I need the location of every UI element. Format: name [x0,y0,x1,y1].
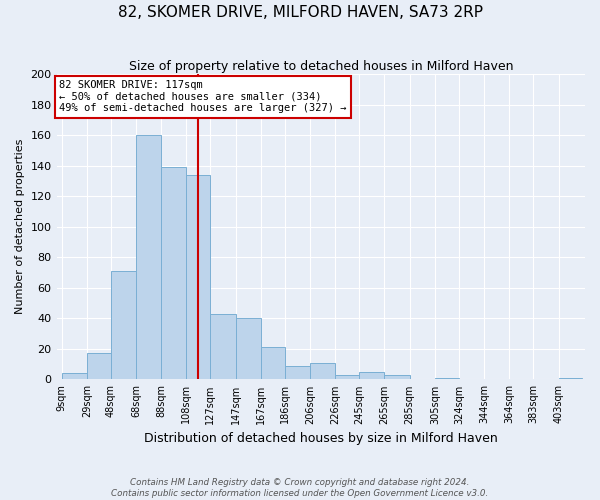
Text: Contains HM Land Registry data © Crown copyright and database right 2024.
Contai: Contains HM Land Registry data © Crown c… [112,478,488,498]
Bar [435,378,459,380]
Bar [261,348,285,380]
Bar [211,314,236,380]
Bar [285,366,310,380]
Bar [111,271,136,380]
Bar [236,318,261,380]
Bar [62,374,87,380]
Y-axis label: Number of detached properties: Number of detached properties [15,139,25,314]
Bar [385,375,410,380]
Bar [161,168,187,380]
Bar [136,135,161,380]
Bar [187,175,211,380]
Text: 82 SKOMER DRIVE: 117sqm
← 50% of detached houses are smaller (334)
49% of semi-d: 82 SKOMER DRIVE: 117sqm ← 50% of detache… [59,80,347,114]
Bar [359,372,385,380]
Bar [559,378,583,380]
Bar [335,375,359,380]
Bar [87,354,111,380]
Text: 82, SKOMER DRIVE, MILFORD HAVEN, SA73 2RP: 82, SKOMER DRIVE, MILFORD HAVEN, SA73 2R… [118,5,482,20]
X-axis label: Distribution of detached houses by size in Milford Haven: Distribution of detached houses by size … [144,432,497,445]
Bar [310,362,335,380]
Title: Size of property relative to detached houses in Milford Haven: Size of property relative to detached ho… [128,60,513,73]
